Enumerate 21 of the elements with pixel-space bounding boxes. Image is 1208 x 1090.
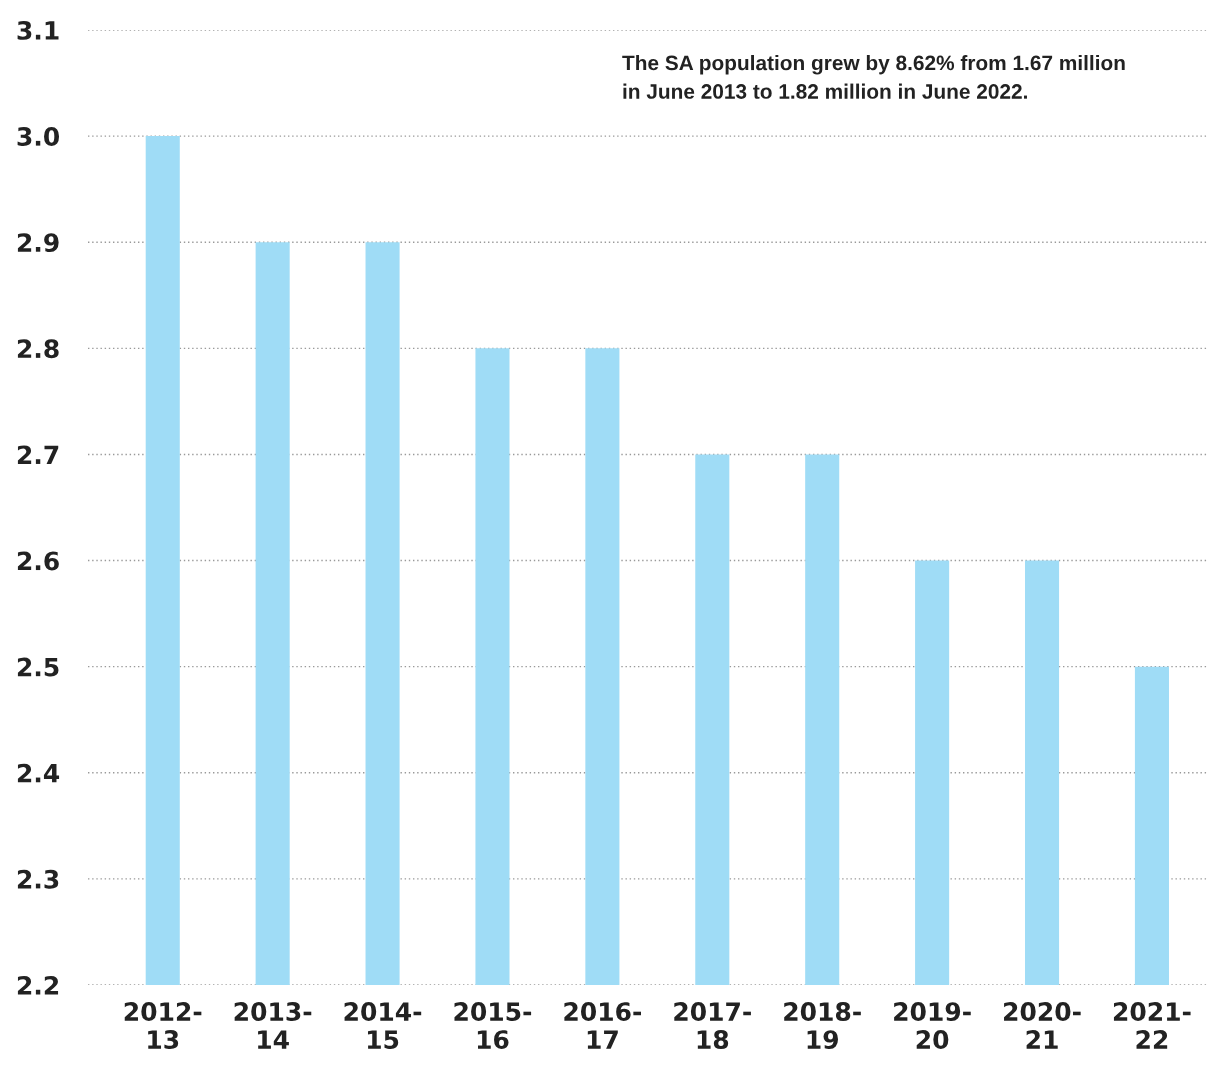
annotation: The SA population grew by 8.62% from 1.67 million in June 2013 to 1.82 million in June 2022. xyxy=(622,55,1125,99)
y-tick-label: 3.0 xyxy=(17,127,60,146)
x-tick-label: 2019- 20 xyxy=(894,1002,971,1050)
x-tick-label: 2018- 19 xyxy=(784,1002,861,1050)
y-tick-label: 2.6 xyxy=(17,551,59,571)
y-tick-label: 2.5 xyxy=(17,657,59,677)
x-tick-label: 2012- 13 xyxy=(124,1002,202,1050)
x-tick-label: 2021- 22 xyxy=(1113,1002,1191,1049)
y-tick-label: 3.1 xyxy=(17,20,59,40)
y-tick-label: 2.9 xyxy=(17,233,59,253)
y-tick-label: 2.2 xyxy=(17,975,59,995)
y-tick-label: 2.7 xyxy=(17,445,59,464)
x-tick-label: 2017- 18 xyxy=(674,1002,751,1050)
x-tick-label: 2020- 21 xyxy=(1004,1002,1081,1049)
y-tick-label: 2.4 xyxy=(17,763,60,783)
y-tick-label: 2.3 xyxy=(17,869,59,889)
x-tick-label: 2015- 16 xyxy=(454,1002,532,1050)
x-tick-label: 2014- 15 xyxy=(344,1002,422,1050)
x-tick-label: 2016- 17 xyxy=(564,1002,642,1049)
x-tick-label: 2013- 14 xyxy=(234,1002,312,1049)
y-tick-label: 2.8 xyxy=(17,339,59,359)
